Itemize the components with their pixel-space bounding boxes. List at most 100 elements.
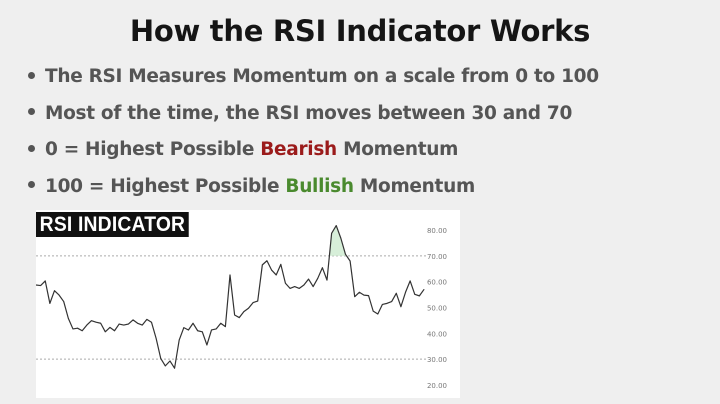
rsi-point xyxy=(141,324,143,326)
rsi-point xyxy=(169,360,171,362)
rsi-point xyxy=(368,295,369,297)
bullet-dot-icon xyxy=(28,144,35,152)
rsi-point xyxy=(123,324,125,326)
bullet-list: The RSI Measures Momentum on a scale fro… xyxy=(28,66,599,212)
rsi-point xyxy=(201,331,203,333)
bullet-item: 0 = Highest Possible Bearish Momentum xyxy=(28,139,599,176)
rsi-point xyxy=(91,320,92,322)
rsi-point xyxy=(72,328,74,330)
rsi-point xyxy=(395,292,397,294)
bullet-dot-icon xyxy=(28,71,35,79)
rsi-point xyxy=(100,322,102,324)
chart-title: RSI INDICATOR xyxy=(36,212,189,237)
rsi-point xyxy=(363,294,365,296)
rsi-point xyxy=(261,264,263,266)
bullet-item: The RSI Measures Momentum on a scale fro… xyxy=(28,66,599,103)
rsi-point xyxy=(137,322,139,324)
rsi-point xyxy=(303,284,305,286)
rsi-line xyxy=(36,225,425,369)
rsi-point xyxy=(386,302,388,304)
rsi-point xyxy=(345,253,346,255)
rsi-point xyxy=(271,269,272,271)
rsi-point xyxy=(211,329,212,331)
rsi-point xyxy=(40,285,42,286)
overbought-fill xyxy=(329,225,347,256)
rsi-point xyxy=(340,237,342,239)
rsi-point xyxy=(372,310,374,312)
rsi-point xyxy=(58,294,60,296)
rsi-point xyxy=(215,328,217,330)
rsi-point xyxy=(234,314,236,316)
rsi-point xyxy=(178,339,180,341)
rsi-point xyxy=(188,329,189,331)
rsi-point xyxy=(257,300,259,302)
bullet-dot-icon xyxy=(28,108,35,115)
rsi-point xyxy=(326,279,328,281)
rsi-point xyxy=(285,282,286,284)
rsi-point xyxy=(104,331,106,333)
rsi-point xyxy=(289,287,291,289)
bullet-dot-icon xyxy=(28,181,35,188)
rsi-point xyxy=(248,307,249,309)
rsi-point xyxy=(44,280,46,282)
rsi-point xyxy=(197,330,199,332)
rsi-point xyxy=(280,263,282,265)
rsi-point xyxy=(409,280,411,282)
bullet-text: The RSI Measures Momentum on a scale fro… xyxy=(45,66,599,87)
bullet-item: Most of the time, the RSI moves between … xyxy=(28,103,599,140)
rsi-point xyxy=(220,322,222,324)
rsi-point xyxy=(414,293,416,295)
rsi-point xyxy=(155,337,157,339)
rsi-point xyxy=(81,330,83,332)
rsi-point xyxy=(160,357,162,359)
rsi-point xyxy=(192,322,194,324)
rsi-point xyxy=(109,326,111,328)
rsi-point xyxy=(423,289,425,290)
bullet-text: Most of the time, the RSI moves between … xyxy=(45,102,573,124)
rsi-point xyxy=(146,318,148,320)
y-tick-label: 20.00 xyxy=(427,382,447,390)
rsi-point xyxy=(127,323,129,325)
rsi-point xyxy=(132,319,134,321)
rsi-chart: 80.00 70.00 60.00 50.00 40.00 30.00 20.00 RSI … xyxy=(36,210,460,398)
bearish-highlight: Bearish xyxy=(260,139,337,160)
rsi-point xyxy=(377,313,379,315)
bullish-highlight: Bullish xyxy=(285,175,354,197)
rsi-point xyxy=(229,274,231,276)
rsi-point xyxy=(206,344,208,346)
rsi-point xyxy=(266,260,268,262)
y-tick-label: 30.00 xyxy=(427,356,447,364)
rsi-point xyxy=(77,327,78,329)
rsi-point xyxy=(49,302,51,304)
rsi-point xyxy=(67,317,69,319)
rsi-point xyxy=(238,317,240,318)
y-tick-label: 70.00 xyxy=(427,253,447,261)
bullet-text: 100 = Highest Possible xyxy=(45,175,286,197)
rsi-point xyxy=(224,326,226,328)
rsi-point xyxy=(418,295,420,297)
rsi-point xyxy=(317,277,319,279)
rsi-point xyxy=(118,323,120,325)
bullet-item: 100 = Highest Possible Bullish Momentum xyxy=(28,176,599,213)
y-tick-label: 50.00 xyxy=(427,305,447,313)
rsi-point xyxy=(151,321,152,323)
rsi-point xyxy=(335,225,337,227)
rsi-point xyxy=(400,306,402,308)
rsi-point xyxy=(391,301,393,302)
rsi-point xyxy=(174,367,175,369)
rsi-point xyxy=(164,365,166,367)
y-tick-label: 60.00 xyxy=(427,279,447,287)
rsi-point xyxy=(86,324,88,326)
rsi-point xyxy=(358,291,360,293)
y-tick-label: 40.00 xyxy=(427,330,447,338)
bullet-text: 0 = Highest Possible xyxy=(45,139,261,160)
rsi-point xyxy=(114,330,115,332)
rsi-point xyxy=(183,327,185,329)
rsi-point xyxy=(243,311,245,313)
rsi-chart-plot: 80.00 70.00 60.00 50.00 40.00 30.00 20.00 xyxy=(36,225,447,390)
rsi-point xyxy=(349,260,351,262)
bullet-text: Momentum xyxy=(336,139,459,160)
rsi-point xyxy=(331,232,333,234)
rsi-point xyxy=(405,291,406,293)
y-tick-label: 80.00 xyxy=(427,227,447,235)
